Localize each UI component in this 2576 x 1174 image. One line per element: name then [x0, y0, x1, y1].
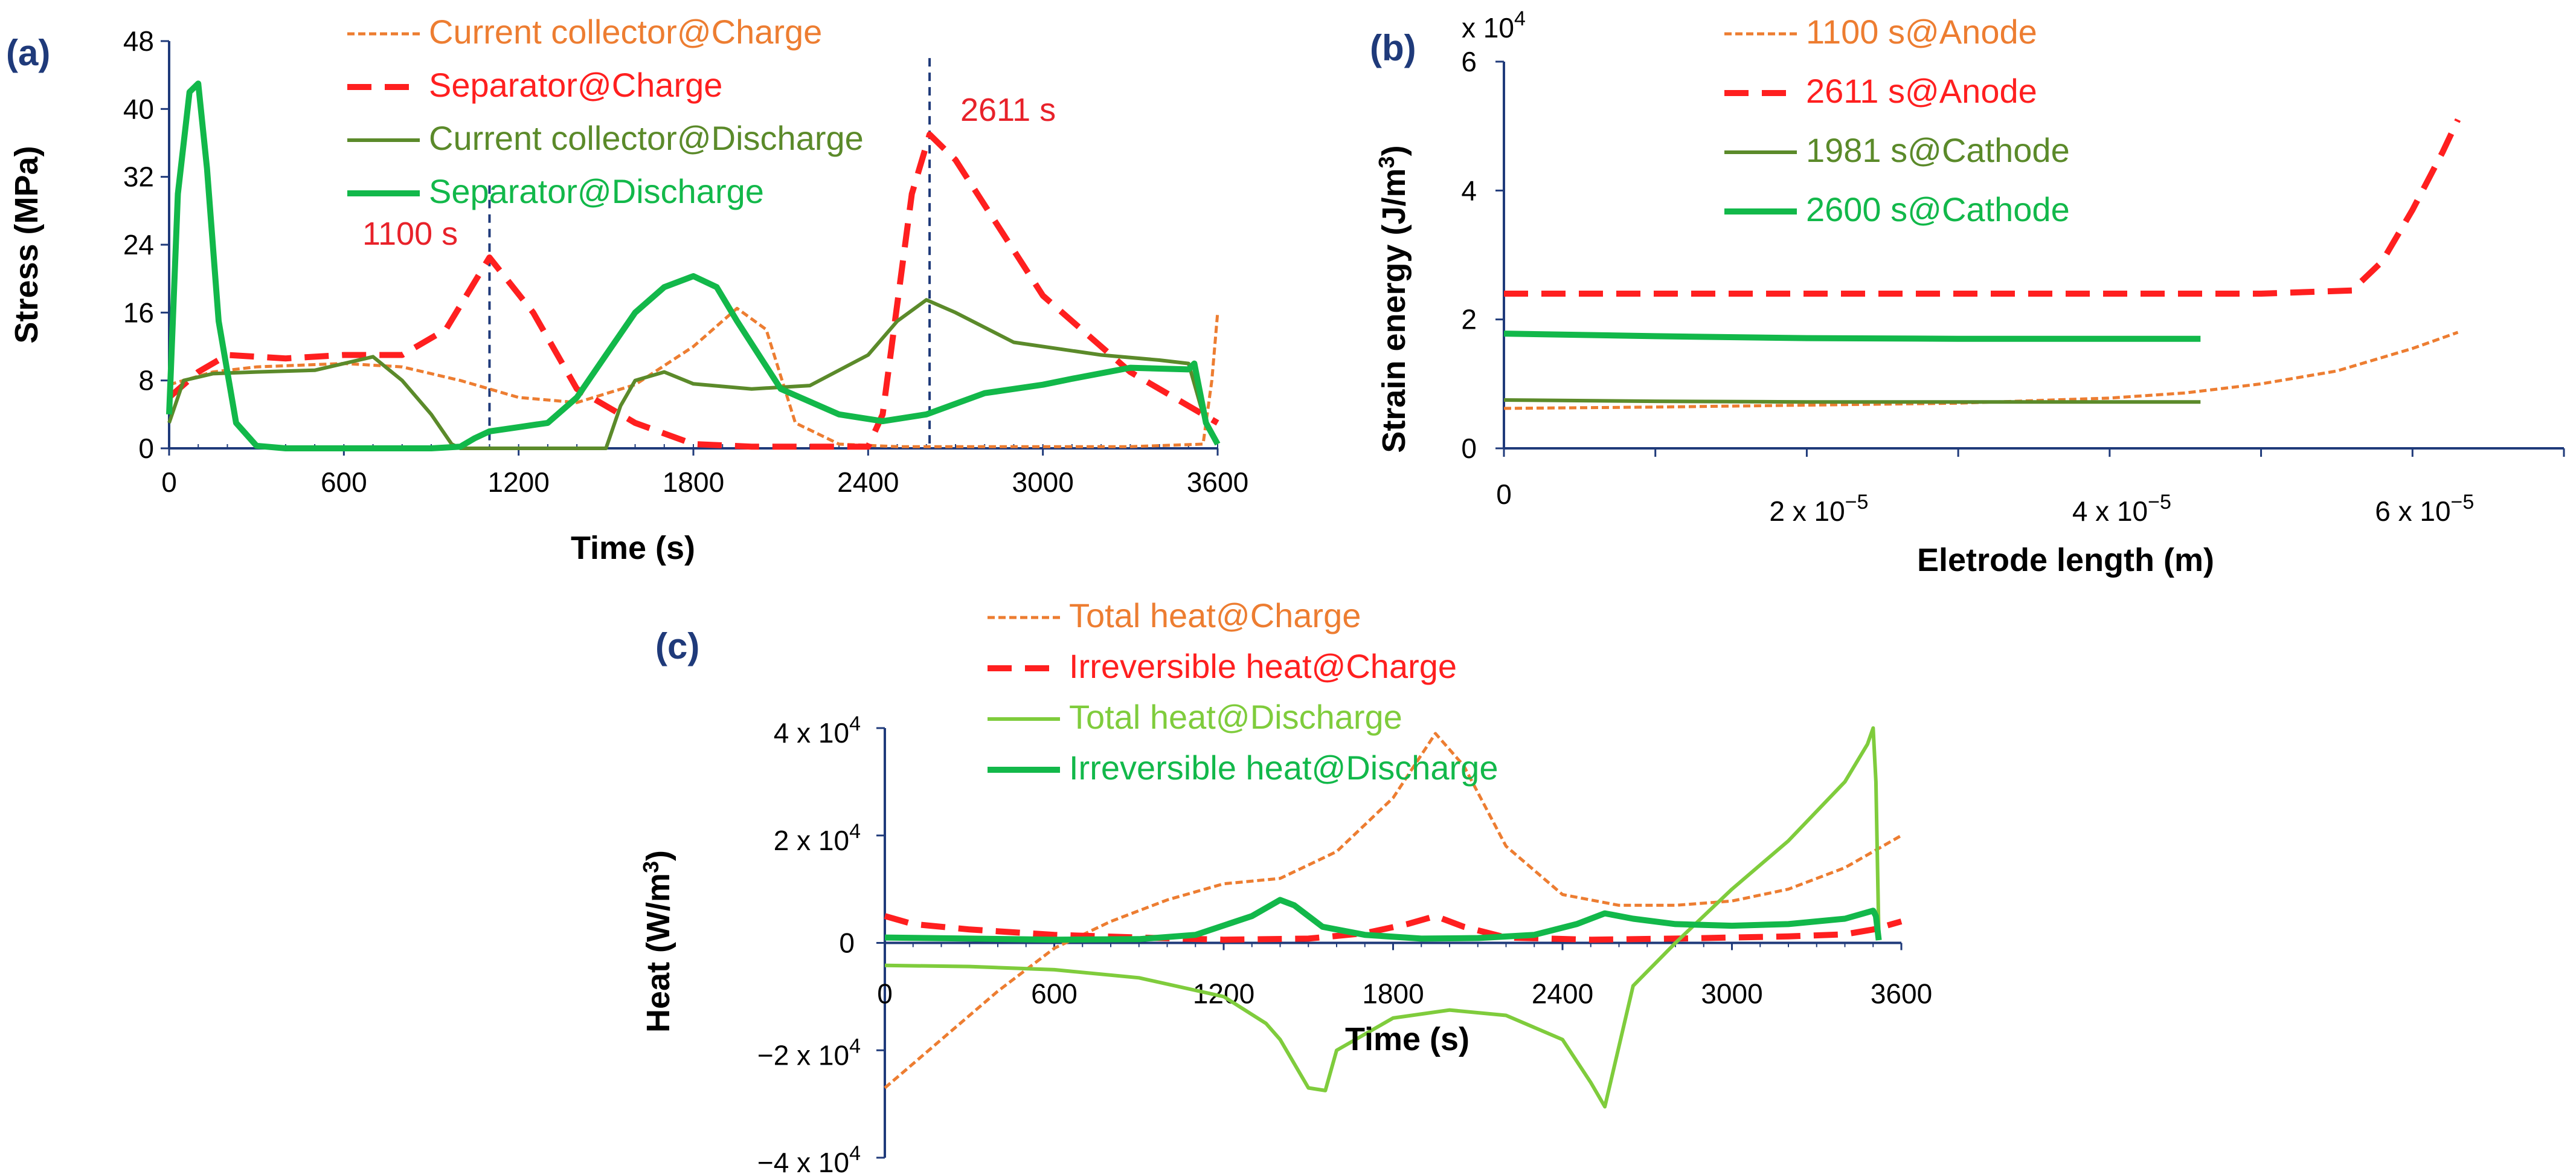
legend-label-3: Total heat@Discharge: [1069, 698, 1402, 736]
series-line-2: [167, 131, 1219, 450]
series-line-3: [884, 726, 1881, 1109]
y-multiplier: x 104: [1462, 7, 1526, 44]
y-tick-label: 40: [123, 93, 154, 124]
legend-label-3: Current collector@Discharge: [429, 119, 864, 157]
y-axis-title: Strain energy (J/m3): [1374, 145, 1412, 453]
y-tick-label: 0: [1461, 433, 1477, 464]
y-tick-label: 2 x 104: [774, 820, 861, 856]
annotation-1100s: 1100 s: [362, 216, 458, 252]
panel-b-strain-energy-chart: 0 2 4 6 0 2 x 10−5 4 x 10−5 6 x 10−5 x 104 Eletro…: [1370, 7, 2565, 578]
x-tick-label: 0: [1496, 479, 1512, 510]
series-line-4: [884, 897, 1882, 943]
legend-label-2: Separator@Charge: [429, 66, 722, 104]
annotation-2611s: 2611 s: [960, 92, 1056, 128]
legend-label-2: 2611 s@Anode: [1806, 72, 2037, 110]
x-tick-label: 3000: [1701, 978, 1762, 1010]
y-tick-label: −2 x 104: [757, 1034, 861, 1071]
series-line-1: [169, 306, 1219, 448]
legend-label-4: 2600 s@Cathode: [1806, 190, 2070, 228]
panel-a-stress-chart: 0 8 16 24 32 40 48 0 600 1200 1800 2400 3000 3600 Time…: [6, 13, 1248, 566]
y-tick-label: 4: [1461, 175, 1477, 206]
series-line-1: [1503, 331, 2459, 410]
x-tick-label: 4 x 10−5: [2072, 491, 2171, 527]
series-line-3: [167, 298, 1219, 450]
y-tick-label: 6: [1461, 46, 1477, 77]
y-axis-title: Heat (W/m3): [638, 850, 676, 1033]
legend-label-1: Total heat@Charge: [1069, 596, 1361, 634]
legend-label-2: Irreversible heat@Charge: [1069, 647, 1457, 685]
x-tick-label: 600: [1031, 978, 1078, 1010]
y-tick-label: 2: [1461, 304, 1477, 335]
series-line-2: [884, 913, 1903, 943]
y-tick-label: 8: [138, 365, 154, 396]
x-tick-label: 1800: [1362, 978, 1424, 1010]
x-tick-label: 1200: [487, 466, 549, 498]
x-tick-label: 1800: [663, 466, 724, 498]
x-tick-label: 2400: [1532, 978, 1593, 1010]
panel-label: (c): [655, 626, 699, 666]
series-line-3: [1503, 398, 2201, 404]
x-tick-label: 6 x 10−5: [2375, 491, 2474, 527]
x-axis-title: Time (s): [1345, 1021, 1469, 1057]
y-tick-label: 24: [123, 229, 154, 260]
legend-label-3: 1981 s@Cathode: [1806, 131, 2070, 169]
y-tick-label: 0: [138, 433, 154, 464]
y-tick-label: 16: [123, 297, 154, 328]
series-line-4: [166, 80, 1221, 451]
panel-label: (a): [6, 33, 50, 73]
y-tick-label: −4 x 104: [757, 1142, 861, 1174]
x-tick-label: 0: [877, 978, 893, 1010]
x-axis-title: Eletrode length (m): [1917, 542, 2214, 578]
series-line-4: [1503, 331, 2201, 342]
panel-label: (b): [1370, 28, 1416, 68]
x-tick-label: 0: [161, 466, 177, 498]
y-tick-label: 4 x 104: [774, 712, 861, 749]
y-axis-title: Stress (MPa): [8, 146, 45, 343]
legend-label-4: Irreversible heat@Discharge: [1069, 749, 1498, 787]
y-tick-label: 32: [123, 161, 154, 193]
x-tick-label: 600: [321, 466, 367, 498]
x-axis-title: Time (s): [571, 530, 695, 566]
x-tick-label: 3000: [1012, 466, 1073, 498]
x-tick-label: 3600: [1187, 466, 1248, 498]
legend-label-1: Current collector@Charge: [429, 13, 822, 51]
series-line-1: [884, 732, 1903, 1089]
y-tick-label: 0: [839, 927, 855, 959]
x-tick-label: 2 x 10−5: [1769, 491, 1868, 527]
legend-label-4: Separator@Discharge: [429, 172, 764, 210]
x-tick-label: 3600: [1871, 978, 1932, 1010]
legend-label-1: 1100 s@Anode: [1806, 13, 2037, 51]
y-tick-label: 48: [123, 25, 154, 57]
series-line-2: [1504, 118, 2461, 297]
x-tick-label: 2400: [837, 466, 899, 498]
